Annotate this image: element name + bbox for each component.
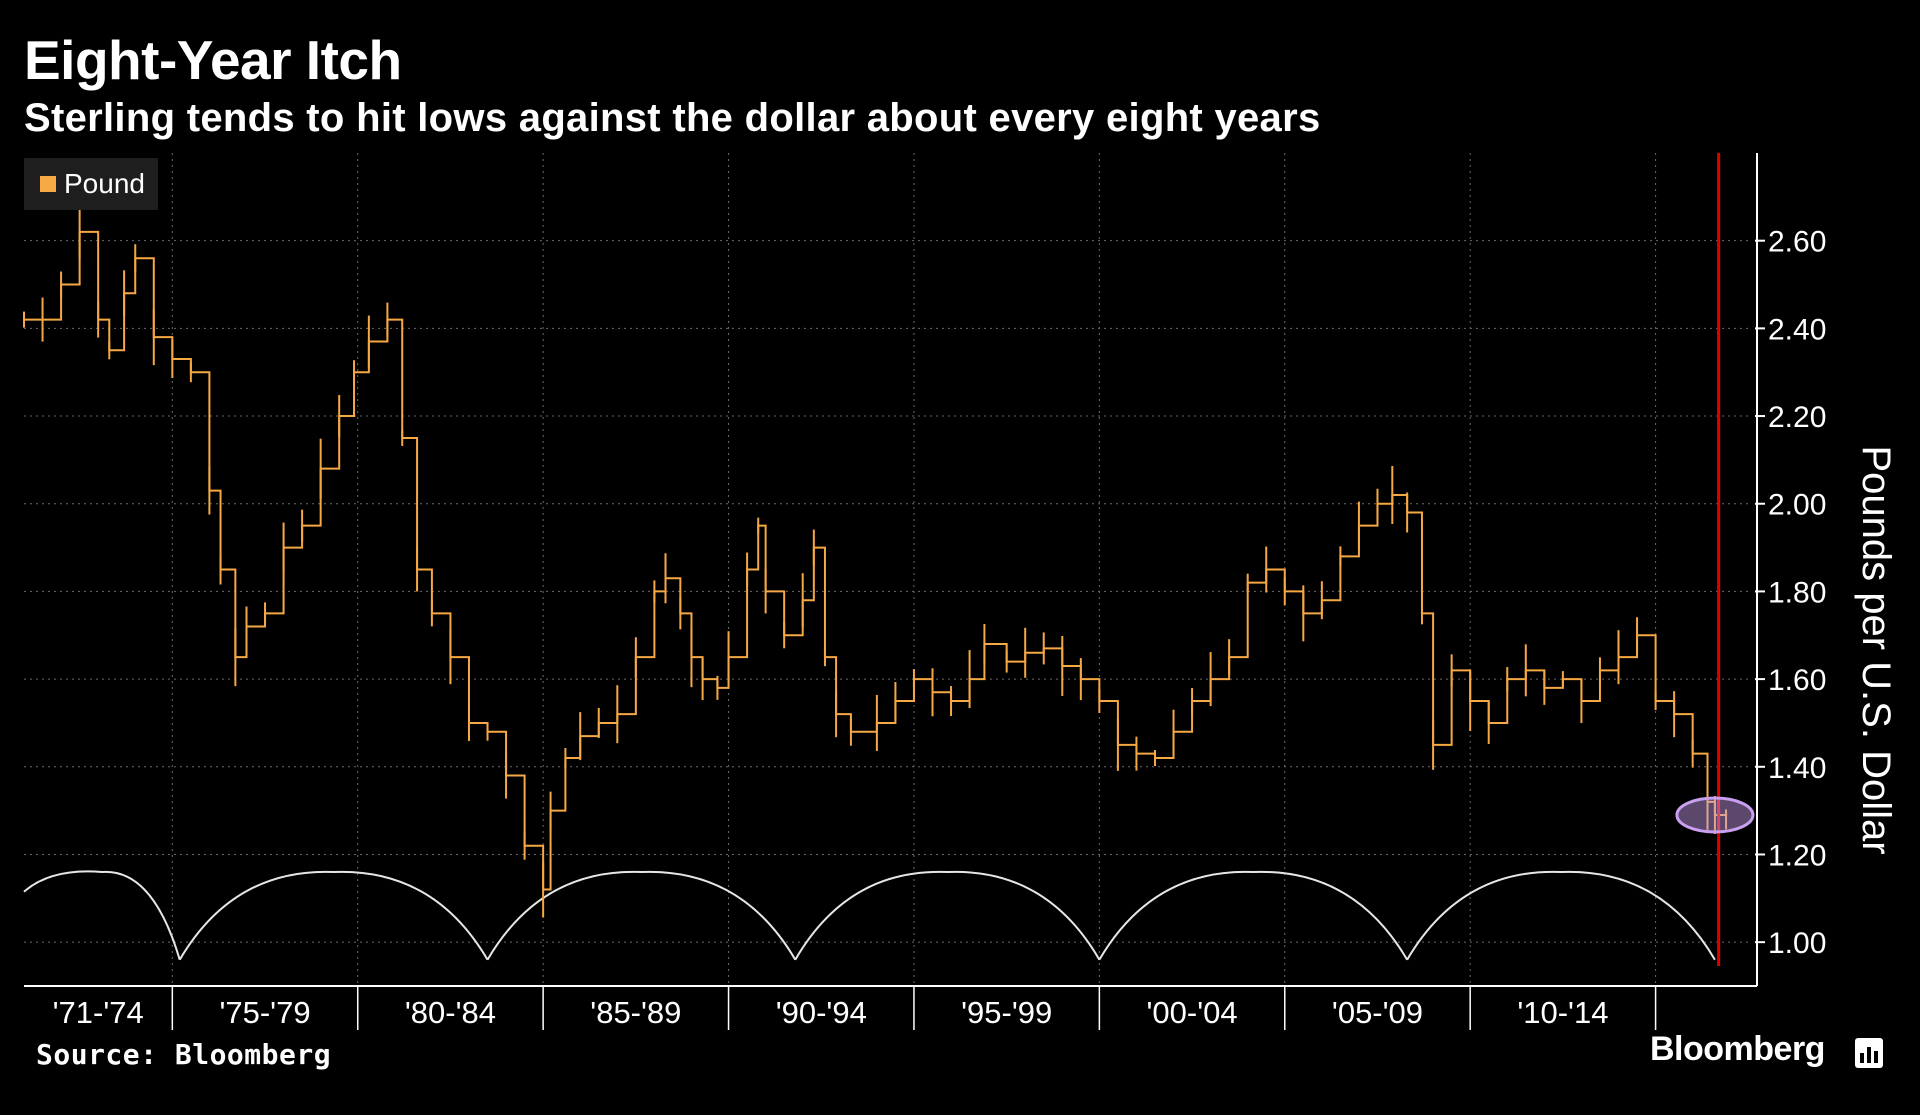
y-tick-label: 1.80 [1768, 576, 1826, 609]
legend-label-pound: Pound [64, 168, 145, 199]
x-tick-label: '71-'74 [53, 995, 144, 1030]
cycle-arc [1098, 870, 1409, 961]
bloomberg-logo-icon [1855, 1038, 1883, 1068]
x-tick-label: '75-'79 [219, 995, 310, 1030]
x-tick-label: '95-'99 [961, 995, 1052, 1030]
y-tick-label: 1.00 [1768, 927, 1826, 960]
x-tick-label: '90-'94 [776, 995, 867, 1030]
series-pound [23, 204, 1728, 918]
legend-swatch-pound [40, 176, 56, 192]
x-tick-label: '00-'04 [1147, 995, 1238, 1030]
y-tick-label: 2.20 [1768, 401, 1826, 434]
chart-title: Eight-Year Itch [24, 29, 402, 91]
cycle-arc [794, 870, 1101, 961]
cycle-arc [486, 870, 797, 961]
x-tick-label: '10-'14 [1517, 995, 1608, 1030]
legend: Pound [24, 158, 158, 210]
source-note: Source: Bloomberg [36, 1038, 332, 1071]
y-tick-label: 2.60 [1768, 226, 1826, 259]
cycle-arcs [23, 870, 1716, 961]
cycle-arc [23, 870, 181, 960]
cycle-arc [1406, 870, 1716, 961]
y-tick-label: 1.60 [1768, 664, 1826, 697]
axes: 1.00 1.20 1.40 1.60 1.80 2.00 2.20 2.40 2.60 '71-… [24, 153, 1826, 1030]
x-tick-label: '05-'09 [1332, 995, 1423, 1030]
y-axis-label: Pounds per U.S. Dollar [1854, 445, 1898, 854]
y-tick-label: 2.00 [1768, 489, 1826, 522]
x-tick-label: '85-'89 [590, 995, 681, 1030]
grid-layer [24, 153, 1752, 986]
cycle-arc [178, 870, 489, 961]
y-tick-label: 1.40 [1768, 752, 1826, 785]
bloomberg-logo: Bloomberg [1650, 1030, 1825, 1068]
x-tick-label: '80-'84 [405, 995, 496, 1030]
highlight-ellipse [1675, 796, 1755, 834]
chart-subtitle: Sterling tends to hit lows against the d… [24, 96, 1321, 140]
overlay [1675, 153, 1755, 966]
y-tick-label: 1.20 [1768, 839, 1826, 872]
y-tick-label: 2.40 [1768, 313, 1826, 346]
series-line-pound [24, 230, 1728, 891]
